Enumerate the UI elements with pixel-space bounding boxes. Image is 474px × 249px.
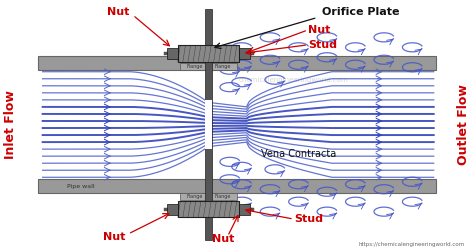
Bar xyxy=(167,204,178,215)
Bar xyxy=(178,201,239,217)
Text: Flange: Flange xyxy=(215,64,231,69)
Text: Nut: Nut xyxy=(211,234,234,244)
Bar xyxy=(167,48,178,59)
Text: Inlet Flow: Inlet Flow xyxy=(4,90,17,159)
Text: Flange: Flange xyxy=(186,64,202,69)
Bar xyxy=(239,204,250,215)
Text: Vena Contracta: Vena Contracta xyxy=(261,149,336,159)
Text: Stud: Stud xyxy=(294,214,323,224)
Text: Pipe wall: Pipe wall xyxy=(67,184,94,189)
Bar xyxy=(209,63,237,70)
Text: Flange: Flange xyxy=(215,194,231,199)
Bar xyxy=(209,193,237,200)
Text: Stud: Stud xyxy=(308,40,337,50)
Bar xyxy=(38,70,436,179)
Text: Flange: Flange xyxy=(186,194,202,199)
Text: Nut: Nut xyxy=(107,7,130,17)
Bar xyxy=(38,179,436,193)
Bar xyxy=(239,48,250,59)
Bar xyxy=(38,56,436,70)
Text: https://chemicalengineeringworld.com: https://chemicalengineeringworld.com xyxy=(358,242,465,247)
Text: Nut: Nut xyxy=(308,25,330,35)
Bar xyxy=(205,100,212,149)
Text: Nut: Nut xyxy=(102,232,125,242)
Bar xyxy=(180,63,209,70)
Bar xyxy=(178,45,239,62)
Text: Orifice Plate: Orifice Plate xyxy=(322,7,400,17)
Text: Outlet Flow: Outlet Flow xyxy=(457,84,470,165)
Bar xyxy=(205,9,212,240)
Bar xyxy=(180,193,209,200)
Text: chemicalengineeringworld.com: chemicalengineeringworld.com xyxy=(239,77,349,83)
